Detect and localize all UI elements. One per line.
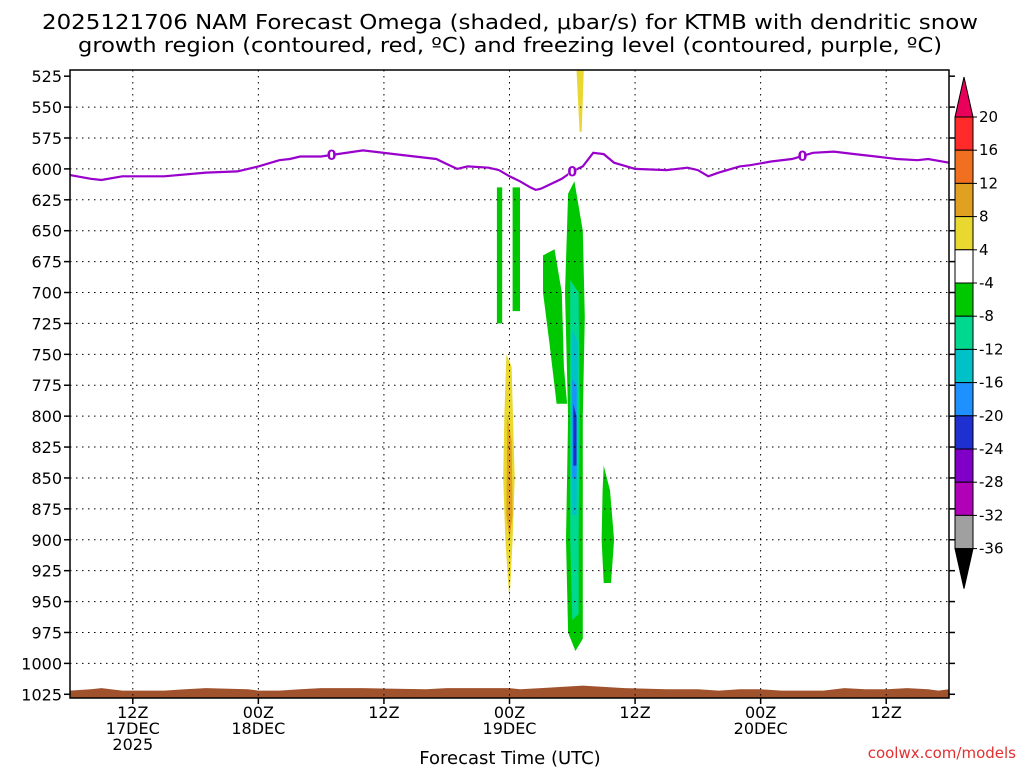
- x-tick-label-66-0: 00Z: [745, 703, 776, 722]
- colorbar-tick-label-4: 4: [979, 241, 989, 259]
- colorbar-tick-label-1: 16: [979, 141, 998, 159]
- y-tick-label-950: 950: [31, 593, 62, 612]
- y-tick-label-925: 925: [31, 562, 62, 581]
- x-tick-label-42-0: 00Z: [494, 703, 525, 722]
- colorbar-tick-label-11: -28: [979, 473, 1004, 491]
- freezing-label-bg-1: [568, 164, 577, 179]
- y-tick-label-1025: 1025: [21, 685, 62, 704]
- x-tick-label-30-0: 12Z: [368, 703, 399, 722]
- y-tick-label-800: 800: [31, 407, 62, 426]
- x-tick-label-6-1: 17DEC: [106, 719, 160, 738]
- y-tick-label-725: 725: [31, 314, 62, 333]
- colorbar-bin-8: [954, 348, 974, 384]
- freezing-label-bg-2: [798, 148, 807, 163]
- x-tick-label-42-1: 19DEC: [483, 719, 537, 738]
- freezing-level-label-0: 0: [327, 148, 337, 164]
- y-tick-label-650: 650: [31, 222, 62, 241]
- omega-region-10: [506, 416, 513, 540]
- colorbar-tick-label-8: -16: [979, 374, 1004, 392]
- omega-region-11: [576, 70, 584, 132]
- x-tick-label-78-0: 12Z: [871, 703, 902, 722]
- colorbar-tick-label-10: -24: [979, 440, 1004, 458]
- freezing-level-label-1: 0: [567, 164, 577, 180]
- colorbar-tick-label-12: -32: [979, 506, 1004, 524]
- y-tick-label-575: 575: [31, 129, 62, 148]
- y-tick-label-550: 550: [31, 98, 62, 117]
- y-tick-label-825: 825: [31, 438, 62, 457]
- y-tick-label-775: 775: [31, 376, 62, 395]
- colorbar-bin-1: [954, 116, 974, 151]
- x-tick-label-54-0: 12Z: [619, 703, 650, 722]
- y-tick-label-850: 850: [31, 469, 62, 488]
- colorbar-tick-label-6: -8: [979, 307, 994, 325]
- colorbar-bin-6: [954, 282, 974, 317]
- y-tick-label-900: 900: [31, 531, 62, 550]
- x-tick-label-6-0: 12Z: [117, 703, 148, 722]
- x-tick-label-18-1: 18DEC: [231, 719, 285, 738]
- colorbar-bin-top: [954, 76, 974, 118]
- colorbar-tick-label-5: -4: [979, 274, 994, 292]
- colorbar-bin-12: [954, 481, 974, 516]
- freezing-level: 0 0 0: [69, 147, 950, 192]
- credit-text: coolwx.com/models: [868, 744, 1016, 762]
- omega-region-7: [573, 403, 577, 466]
- chart-title-line1: 2025121706 NAM Forecast Omega (shaded, μ…: [42, 10, 978, 34]
- chart-title-line2: growth region (contoured, red, ºC) and f…: [78, 33, 942, 57]
- x-tick-label-6-2: 2025: [112, 735, 153, 754]
- terrain: [70, 685, 949, 698]
- y-tick-label-600: 600: [31, 160, 62, 179]
- y-tick-label-700: 700: [31, 284, 62, 303]
- colorbar: 20 16 12 8 4 -4 -8 -12 -16 -20 -24 -28 -32 -36: [954, 76, 1004, 589]
- colorbar-bin-bottom: [954, 548, 974, 589]
- omega-region-2: [543, 249, 568, 404]
- y-axis: 525 550 575 600 625 650 675 700 725 750 775 800 825 8…: [21, 67, 955, 704]
- colorbar-bin-9: [954, 382, 974, 417]
- colorbar-tick-label-13: -36: [979, 540, 1004, 558]
- x-tick-label-66-1: 20DEC: [734, 719, 788, 738]
- colorbar-bin-11: [954, 448, 974, 483]
- x-axis-label: Forecast Time (UTC): [419, 748, 600, 768]
- colorbar-tick-label-2: 12: [979, 174, 998, 192]
- x-tick-label-18-0: 00Z: [243, 703, 274, 722]
- y-tick-label-975: 975: [31, 623, 62, 642]
- colorbar-bin-2: [954, 149, 974, 184]
- colorbar-bin-4: [954, 216, 974, 251]
- colorbar-bin-5: [954, 249, 974, 284]
- freezing-level-label-2: 0: [798, 149, 808, 165]
- grid: [70, 70, 949, 698]
- y-tick-label-1000: 1000: [21, 654, 62, 673]
- colorbar-bin-7: [954, 315, 974, 350]
- y-tick-label-675: 675: [31, 253, 62, 272]
- colorbar-tick-label-9: -20: [979, 407, 1004, 425]
- omega-shading: [496, 70, 615, 652]
- colorbar-bin-10: [954, 415, 974, 450]
- freezing-level-line: [69, 149, 950, 192]
- plot-area: 0 0 0: [69, 69, 950, 699]
- colorbar-bin-13: [954, 514, 974, 550]
- y-tick-label-750: 750: [31, 345, 62, 364]
- omega-region-8: [601, 465, 615, 583]
- y-tick-label-625: 625: [31, 191, 62, 210]
- y-tick-label-875: 875: [31, 500, 62, 519]
- freezing-label-bg-0: [327, 147, 336, 162]
- colorbar-tick-label-0: 20: [979, 108, 998, 126]
- terrain-fill: [70, 685, 949, 698]
- omega-region-1: [512, 187, 520, 312]
- colorbar-tick-label-3: 8: [979, 208, 989, 226]
- omega-region-0: [496, 187, 503, 324]
- colorbar-bin-3: [954, 182, 974, 218]
- y-tick-label-525: 525: [31, 67, 62, 86]
- colorbar-tick-label-7: -12: [979, 340, 1004, 358]
